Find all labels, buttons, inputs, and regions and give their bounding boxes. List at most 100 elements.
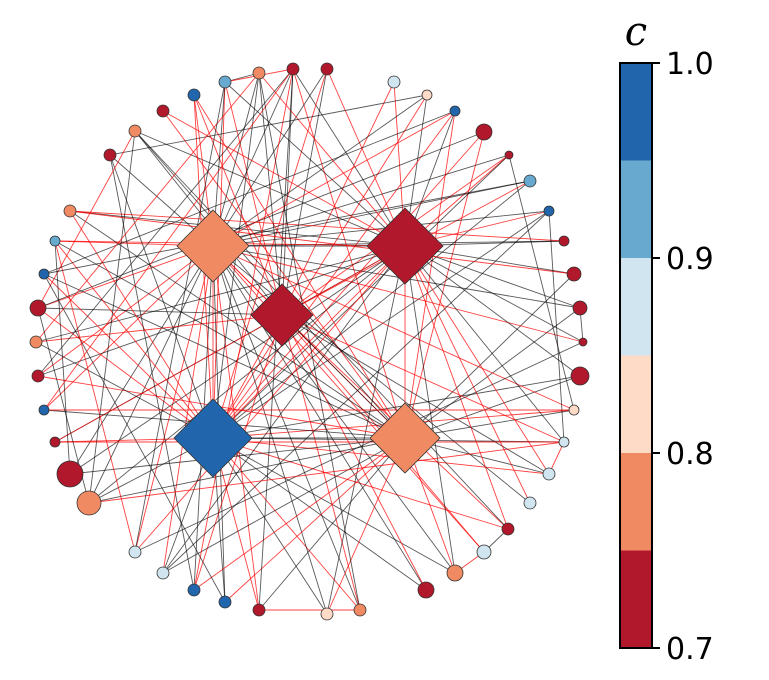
network-edge bbox=[193, 94, 406, 439]
ring-node bbox=[187, 88, 201, 102]
ring-node bbox=[218, 595, 232, 609]
network-edge bbox=[212, 180, 531, 439]
hub-node-diamond bbox=[176, 209, 250, 283]
network-edge bbox=[212, 154, 510, 247]
colorbar: c 1.0 0.9 0.8 0.7 bbox=[619, 9, 714, 667]
network-edge bbox=[35, 341, 214, 439]
ring-node bbox=[29, 299, 47, 317]
ring-node bbox=[38, 404, 50, 416]
network-edge bbox=[134, 341, 584, 553]
network-edge bbox=[69, 437, 406, 475]
network-edge bbox=[43, 68, 294, 411]
network-edge bbox=[162, 437, 406, 574]
ring-node bbox=[156, 104, 170, 118]
ring-node bbox=[320, 62, 334, 76]
network-edge bbox=[134, 81, 226, 553]
network-edge bbox=[69, 245, 214, 475]
network-edge bbox=[508, 154, 575, 411]
network-edge bbox=[212, 68, 328, 247]
network-edge bbox=[162, 245, 406, 574]
network-edge bbox=[212, 210, 550, 247]
colorbar-frame bbox=[619, 62, 653, 649]
colorbar-bins bbox=[620, 63, 652, 648]
colorbar-bin bbox=[620, 453, 652, 551]
network-edge bbox=[326, 68, 406, 247]
colorbar-bin bbox=[620, 550, 652, 648]
hub-node-diamond bbox=[366, 207, 444, 285]
network-edge bbox=[281, 314, 550, 475]
network-edge bbox=[54, 240, 406, 439]
network-edge bbox=[37, 68, 294, 377]
network-edge bbox=[43, 273, 214, 439]
network-edge bbox=[404, 110, 456, 439]
network-edge bbox=[54, 240, 214, 439]
ring-node bbox=[558, 235, 570, 247]
ring-node bbox=[103, 148, 117, 162]
ring-node bbox=[523, 174, 537, 188]
colorbar-tick-label: 0.8 bbox=[666, 437, 714, 472]
ring-node bbox=[38, 268, 50, 280]
network-edge bbox=[162, 210, 550, 574]
hub-node-diamond bbox=[250, 283, 314, 347]
ring-node bbox=[31, 369, 45, 383]
ring-node bbox=[417, 581, 435, 599]
ring-node bbox=[578, 337, 588, 347]
network-edge bbox=[43, 110, 456, 275]
network-edge bbox=[281, 81, 395, 316]
ring-node bbox=[476, 544, 492, 560]
network-edge bbox=[212, 437, 427, 591]
ring-node bbox=[320, 607, 334, 621]
node-layer bbox=[29, 62, 590, 621]
network-edge bbox=[404, 245, 531, 504]
network-edge bbox=[69, 210, 575, 275]
ring-node bbox=[49, 436, 61, 448]
network-edge bbox=[88, 245, 214, 504]
network-edge bbox=[162, 245, 214, 574]
network-edge bbox=[43, 273, 226, 603]
hub-node-diamond bbox=[369, 402, 441, 474]
network-edge bbox=[37, 130, 136, 309]
network-edge bbox=[212, 245, 575, 411]
network-edge bbox=[292, 68, 406, 247]
network-edge bbox=[54, 240, 71, 475]
colorbar-title: c bbox=[625, 9, 647, 55]
network-edge bbox=[88, 441, 565, 504]
network-edge bbox=[224, 81, 406, 247]
network-edge bbox=[134, 130, 509, 530]
ring-node bbox=[570, 366, 590, 386]
network-edge bbox=[88, 245, 406, 504]
network-edge bbox=[404, 245, 584, 343]
network-edge bbox=[404, 273, 575, 439]
network-edge bbox=[193, 94, 283, 316]
network-edge bbox=[212, 110, 456, 439]
network-edge bbox=[193, 437, 406, 591]
ring-node bbox=[128, 124, 142, 138]
network-edge bbox=[224, 81, 283, 316]
colorbar-tick-label: 0.7 bbox=[666, 632, 714, 667]
network-edge bbox=[281, 68, 328, 316]
network-edge bbox=[404, 245, 456, 574]
network-edge bbox=[281, 314, 406, 439]
network-edge bbox=[281, 314, 427, 591]
colorbar-ticks: 1.0 0.9 0.8 0.7 bbox=[652, 47, 714, 667]
ring-node bbox=[504, 150, 514, 160]
network-edge bbox=[548, 210, 565, 443]
hub-node-diamond bbox=[173, 398, 253, 478]
network-edge bbox=[258, 437, 406, 611]
network-edge bbox=[37, 131, 485, 309]
ring-node bbox=[449, 105, 461, 117]
network-edge bbox=[224, 437, 406, 603]
network-edge bbox=[281, 314, 565, 443]
colorbar-bin bbox=[620, 160, 652, 258]
ring-node bbox=[128, 545, 142, 559]
network-edge bbox=[37, 307, 283, 316]
network-edge bbox=[281, 314, 361, 611]
network-edge bbox=[37, 245, 214, 309]
ring-node bbox=[218, 75, 232, 89]
network-edge bbox=[193, 68, 294, 591]
ring-node bbox=[76, 490, 102, 516]
ring-node bbox=[387, 75, 401, 89]
ring-node bbox=[63, 204, 77, 218]
colorbar-bin bbox=[620, 355, 652, 453]
ring-node bbox=[252, 603, 266, 617]
